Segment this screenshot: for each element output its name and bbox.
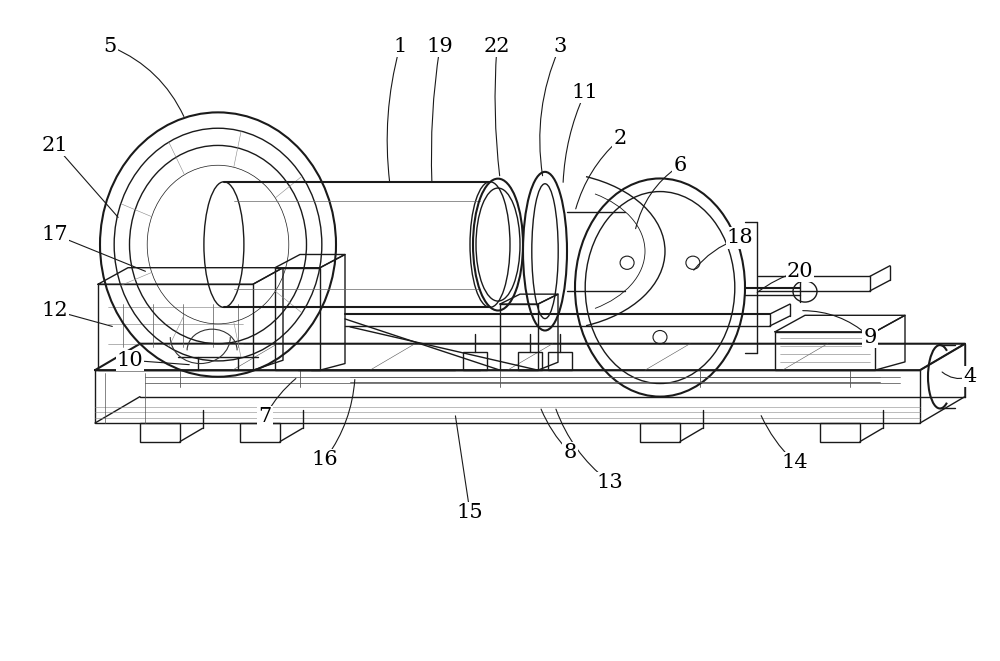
Text: 20: 20: [787, 262, 813, 280]
Text: 22: 22: [484, 37, 510, 56]
Text: 2: 2: [613, 130, 627, 148]
Text: 1: 1: [393, 37, 407, 56]
Text: 17: 17: [42, 225, 68, 244]
Text: 4: 4: [963, 368, 977, 386]
Bar: [548, 352, 572, 370]
Text: 16: 16: [312, 450, 338, 469]
Bar: [275, 268, 320, 370]
Bar: [240, 423, 280, 442]
Bar: [775, 332, 875, 370]
Bar: [463, 352, 487, 370]
Bar: [98, 284, 253, 370]
Text: 11: 11: [572, 83, 598, 102]
Text: 12: 12: [42, 301, 68, 320]
Text: 8: 8: [563, 444, 577, 462]
Text: 15: 15: [457, 503, 483, 522]
Text: 7: 7: [258, 407, 272, 426]
Text: 10: 10: [117, 351, 143, 369]
Text: 3: 3: [553, 37, 567, 56]
Bar: [640, 423, 680, 442]
Text: 9: 9: [863, 328, 877, 346]
Text: 21: 21: [42, 136, 68, 155]
Text: 14: 14: [782, 453, 808, 472]
Text: 19: 19: [427, 37, 453, 56]
Text: 18: 18: [727, 229, 753, 247]
Text: 13: 13: [597, 473, 623, 492]
Bar: [820, 423, 860, 442]
Bar: [518, 352, 542, 370]
Bar: [500, 304, 538, 370]
Bar: [140, 423, 180, 442]
Text: 5: 5: [103, 37, 117, 56]
Text: 6: 6: [673, 156, 687, 175]
